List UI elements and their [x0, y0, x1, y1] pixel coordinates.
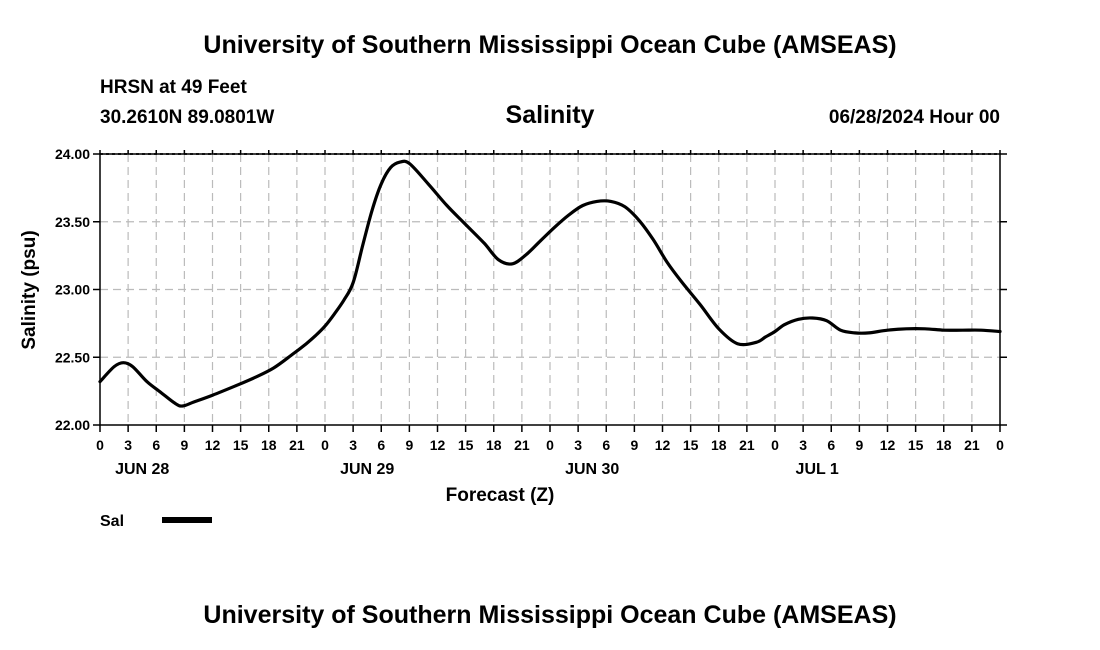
x-tick-label: 18 [936, 437, 952, 453]
x-tick-label: 3 [799, 437, 807, 453]
x-tick-label: 0 [771, 437, 779, 453]
x-axis-label: Forecast (Z) [446, 485, 555, 506]
y-tick-label: 24.00 [55, 146, 90, 162]
x-tick-label: 6 [377, 437, 385, 453]
footer-title: University of Southern Mississippi Ocean… [203, 601, 897, 629]
day-labels: JUN 28 JUN 29 JUN 30 JUL 1 [115, 461, 839, 478]
x-tick-label: 3 [574, 437, 582, 453]
x-tick-label: 3 [349, 437, 357, 453]
x-tick-label: 18 [261, 437, 277, 453]
x-tick-label: 12 [880, 437, 896, 453]
x-tick-label: 15 [233, 437, 249, 453]
x-tick-label: 21 [289, 437, 305, 453]
x-tick-label: 15 [458, 437, 474, 453]
x-tick-label: 12 [655, 437, 671, 453]
day-label: JUN 30 [565, 461, 619, 478]
y-tick-label: 22.00 [55, 417, 90, 433]
x-tick-label: 21 [739, 437, 755, 453]
variable-title: Salinity [505, 101, 595, 129]
y-axis-label: Salinity (psu) [19, 230, 40, 349]
x-tick-label: 9 [405, 437, 413, 453]
coordinates-label: 30.2610N 89.0801W [100, 107, 275, 128]
x-tick-label: 9 [180, 437, 188, 453]
series-line-sal [98, 159, 1002, 408]
x-tick-label: 6 [152, 437, 160, 453]
x-tick-label: 0 [321, 437, 329, 453]
x-tick-label: 9 [630, 437, 638, 453]
x-tick-label: 15 [683, 437, 699, 453]
x-tick-label: 9 [855, 437, 863, 453]
x-tick-label: 15 [908, 437, 924, 453]
x-tick-label: 0 [96, 437, 104, 453]
chart-title: University of Southern Mississippi Ocean… [203, 31, 897, 59]
x-tick-label: 6 [602, 437, 610, 453]
station-label: HRSN at 49 Feet [100, 77, 247, 98]
day-label: JUL 1 [796, 461, 839, 478]
x-tick-label: 6 [827, 437, 835, 453]
x-tick-label: 21 [964, 437, 980, 453]
x-tick-label: 3 [124, 437, 132, 453]
x-tick-label: 0 [996, 437, 1004, 453]
y-tick-label: 23.00 [55, 282, 90, 298]
grid [100, 154, 1000, 425]
y-axis: 22.00 22.50 23.00 23.50 24.00 [55, 146, 1007, 433]
x-axis: 0 3 6 9 12 15 18 21 0 3 6 9 12 15 18 21 0 3 6 9 12 15 18 21 0 3 6 9… [96, 150, 1004, 453]
x-tick-label: 12 [430, 437, 446, 453]
legend-label: Sal [100, 513, 124, 530]
day-label: JUN 28 [115, 461, 169, 478]
x-tick-label: 18 [486, 437, 502, 453]
x-tick-label: 21 [514, 437, 530, 453]
datetime-label: 06/28/2024 Hour 00 [828, 107, 1000, 128]
x-tick-label: 0 [546, 437, 554, 453]
x-tick-label: 18 [711, 437, 727, 453]
y-tick-label: 23.50 [55, 214, 90, 230]
x-tick-label: 12 [205, 437, 221, 453]
y-tick-label: 22.50 [55, 349, 90, 365]
day-label: JUN 29 [340, 461, 394, 478]
